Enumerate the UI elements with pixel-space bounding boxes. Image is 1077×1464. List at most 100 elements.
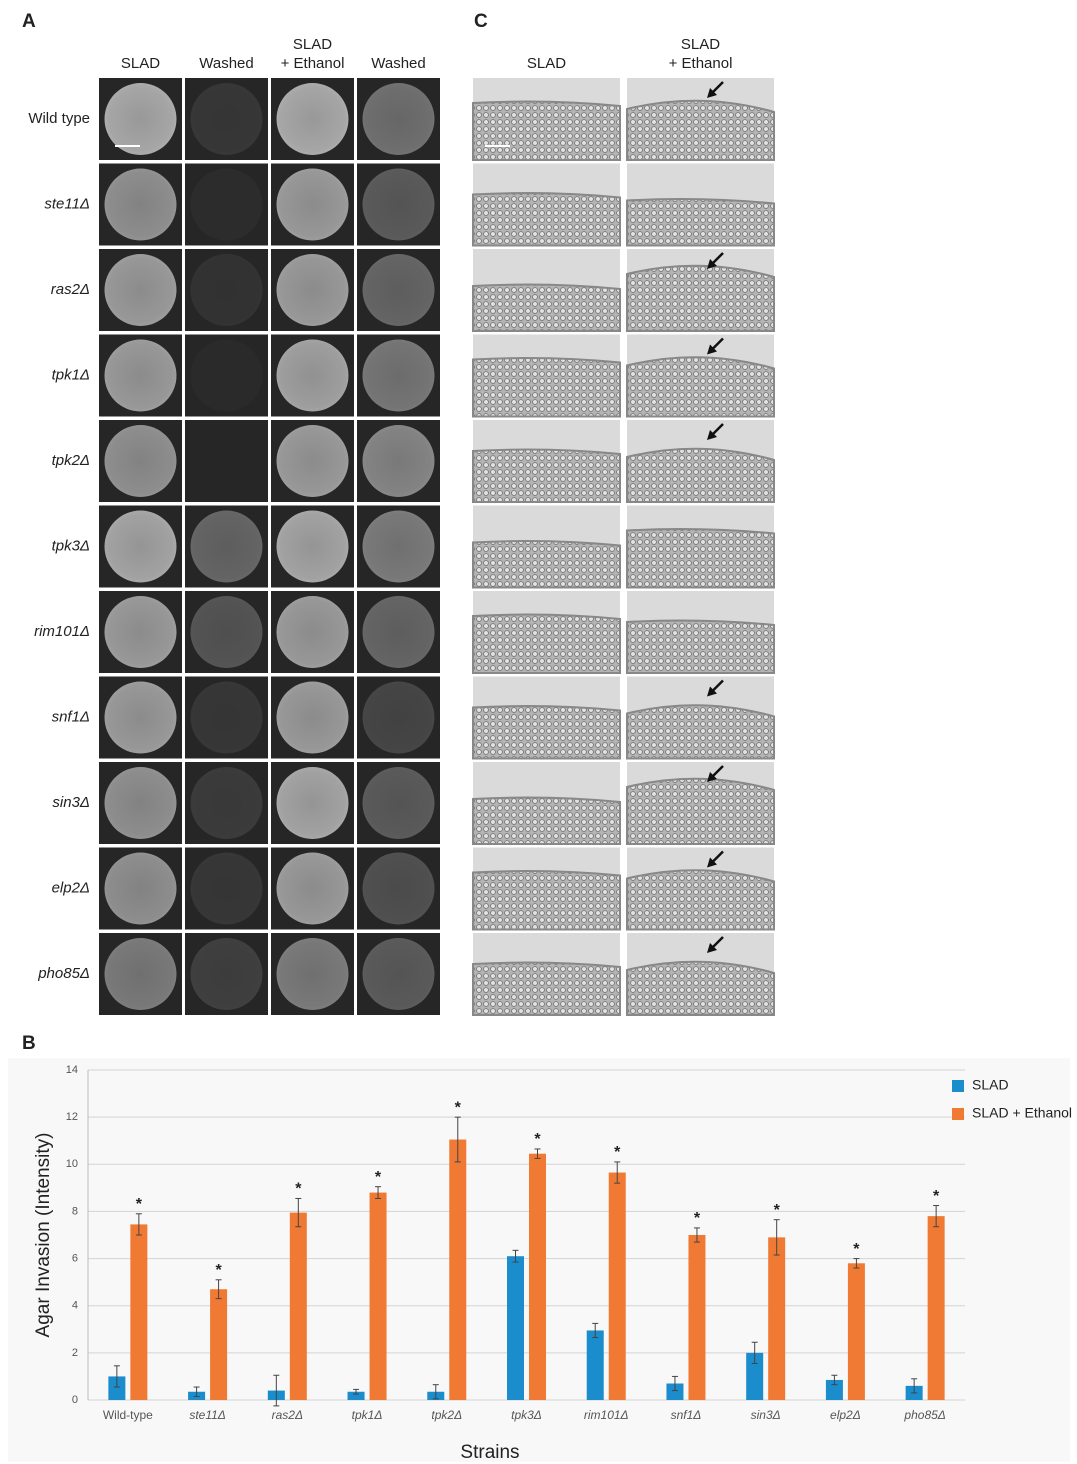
x-tick-label: pho85Δ — [903, 1408, 945, 1422]
x-tick-label: tpk2Δ — [431, 1408, 462, 1422]
significance-mark: * — [694, 1210, 701, 1227]
significance-mark: * — [455, 1099, 462, 1116]
colony — [105, 596, 177, 668]
colony — [105, 169, 177, 241]
cell-mass — [627, 199, 774, 245]
colony — [277, 340, 349, 412]
colony — [277, 938, 349, 1010]
bar — [848, 1263, 865, 1400]
cell-mass — [473, 285, 620, 331]
micrograph — [185, 420, 268, 502]
x-tick-label: snf1Δ — [671, 1408, 702, 1422]
colony — [363, 682, 435, 754]
colony — [363, 767, 435, 839]
x-axis-title: Strains — [460, 1442, 519, 1463]
cell-mass — [473, 193, 620, 245]
x-tick-label: tpk3Δ — [511, 1408, 542, 1422]
cell-mass — [473, 798, 620, 844]
cell-mass — [627, 962, 774, 1015]
colony — [191, 169, 263, 241]
legend-label: SLAD + Ethanol — [972, 1105, 1072, 1121]
significance-mark: * — [136, 1196, 143, 1213]
bar — [210, 1289, 227, 1400]
cell-mass — [473, 615, 620, 673]
x-tick-label: ste11Δ — [189, 1408, 226, 1422]
cell-mass — [473, 450, 620, 502]
y-tick-label: 10 — [66, 1158, 78, 1170]
bar — [130, 1224, 147, 1400]
row-label: sin3Δ — [52, 794, 90, 811]
bar — [507, 1256, 524, 1400]
colony — [363, 938, 435, 1010]
significance-mark: * — [774, 1202, 781, 1219]
cell-mass — [627, 779, 774, 844]
significance-mark: * — [933, 1188, 940, 1205]
cell-mass — [627, 705, 774, 758]
cell-mass — [473, 706, 620, 758]
colony — [363, 340, 435, 412]
row-label: tpk2Δ — [52, 452, 90, 469]
colony — [105, 938, 177, 1010]
colony — [277, 169, 349, 241]
column-header: Washed — [371, 55, 425, 72]
colony — [191, 340, 263, 412]
colony — [105, 425, 177, 497]
cell-mass — [627, 529, 774, 587]
x-tick-label: tpk1Δ — [352, 1408, 383, 1422]
cell-mass — [627, 357, 774, 416]
row-label: pho85Δ — [37, 965, 90, 982]
bar — [768, 1237, 785, 1400]
y-tick-label: 8 — [72, 1205, 78, 1217]
significance-mark: * — [375, 1169, 382, 1186]
colony — [191, 682, 263, 754]
colony — [105, 511, 177, 583]
significance-mark: * — [215, 1262, 222, 1279]
significance-mark: * — [534, 1131, 541, 1148]
y-tick-label: 12 — [66, 1111, 78, 1123]
bar — [688, 1235, 705, 1400]
cell-mass — [627, 101, 774, 160]
x-tick-label: elp2Δ — [830, 1408, 861, 1422]
significance-mark: * — [614, 1144, 621, 1161]
cell-mass — [473, 358, 620, 416]
colony — [191, 938, 263, 1010]
colony — [277, 83, 349, 155]
colony — [277, 596, 349, 668]
panel-label: C — [474, 11, 488, 32]
colony — [277, 254, 349, 326]
column-header: SLAD — [293, 36, 332, 53]
column-header: SLAD — [527, 55, 566, 72]
y-tick-label: 2 — [72, 1347, 78, 1359]
colony — [363, 83, 435, 155]
column-header: + Ethanol — [281, 55, 345, 72]
bar — [609, 1173, 626, 1400]
column-header: SLAD — [681, 36, 720, 53]
y-axis-title: Agar Invasion (Intensity) — [33, 1133, 54, 1338]
colony — [105, 767, 177, 839]
colony — [191, 767, 263, 839]
colony — [363, 425, 435, 497]
bar — [928, 1216, 945, 1400]
cell-mass — [627, 266, 774, 331]
y-tick-label: 4 — [72, 1300, 78, 1312]
colony — [105, 340, 177, 412]
cell-mass — [473, 963, 620, 1015]
colony — [277, 425, 349, 497]
bar — [529, 1154, 546, 1400]
colony — [277, 682, 349, 754]
y-tick-label: 14 — [66, 1064, 78, 1076]
colony — [191, 853, 263, 925]
colony — [277, 511, 349, 583]
colony — [363, 511, 435, 583]
colony — [363, 169, 435, 241]
bar — [449, 1140, 466, 1400]
colony — [105, 853, 177, 925]
row-label: tpk3Δ — [52, 537, 90, 554]
colony — [191, 83, 263, 155]
row-label: ste11Δ — [44, 195, 90, 212]
row-label: rim101Δ — [34, 623, 90, 640]
row-label: tpk1Δ — [52, 366, 90, 383]
column-header: Washed — [199, 55, 253, 72]
colony — [105, 83, 177, 155]
x-tick-label: rim101Δ — [584, 1408, 629, 1422]
